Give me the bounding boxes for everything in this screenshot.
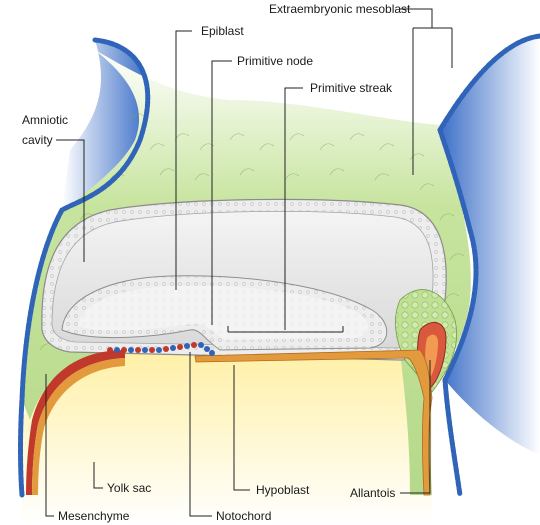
notochord-cells — [107, 342, 215, 356]
left-ectoderm-fold — [62, 40, 148, 210]
right-ectoderm-fold — [440, 36, 540, 455]
label-extraembryonic-mesoblast: Extraembryonic mesoblast — [269, 2, 411, 16]
label-allantois: Allantois — [350, 486, 395, 500]
epiblast-inner — [78, 285, 368, 340]
label-primitive-streak: Primitive streak — [310, 81, 393, 95]
label-yolk-sac: Yolk sac — [107, 481, 151, 495]
allantois-lumen — [425, 334, 439, 380]
right-ectoderm-edge — [437, 33, 540, 498]
label-epiblast: Epiblast — [201, 24, 244, 38]
leader-notochord — [189, 352, 212, 517]
yolk-sac-region — [22, 350, 432, 525]
leader-primitive-node — [211, 60, 232, 325]
leader-hypoblast — [233, 365, 250, 491]
leader-allantois — [400, 360, 431, 494]
leader-primitive-streak — [227, 87, 344, 333]
left-ectoderm-edge — [18, 37, 151, 498]
label-amniotic: Amniotic — [22, 113, 68, 127]
leader-lines — [45, 8, 453, 517]
leader-amniotic — [56, 139, 85, 262]
label-notochord: Notochord — [216, 509, 271, 523]
label-mesenchyme: Mesenchyme — [58, 509, 130, 523]
leader-epiblast — [175, 30, 192, 290]
leader-yolk-sac — [93, 462, 103, 489]
leader-mesenchyme — [45, 374, 54, 517]
label-hypoblast: Hypoblast — [256, 483, 310, 497]
leader-extraembryonic — [400, 8, 453, 175]
left-hypoblast-orange — [32, 358, 125, 495]
label-cavity: cavity — [22, 133, 53, 147]
label-primitive-node: Primitive node — [237, 54, 313, 68]
left-mesoderm-red — [26, 350, 125, 495]
